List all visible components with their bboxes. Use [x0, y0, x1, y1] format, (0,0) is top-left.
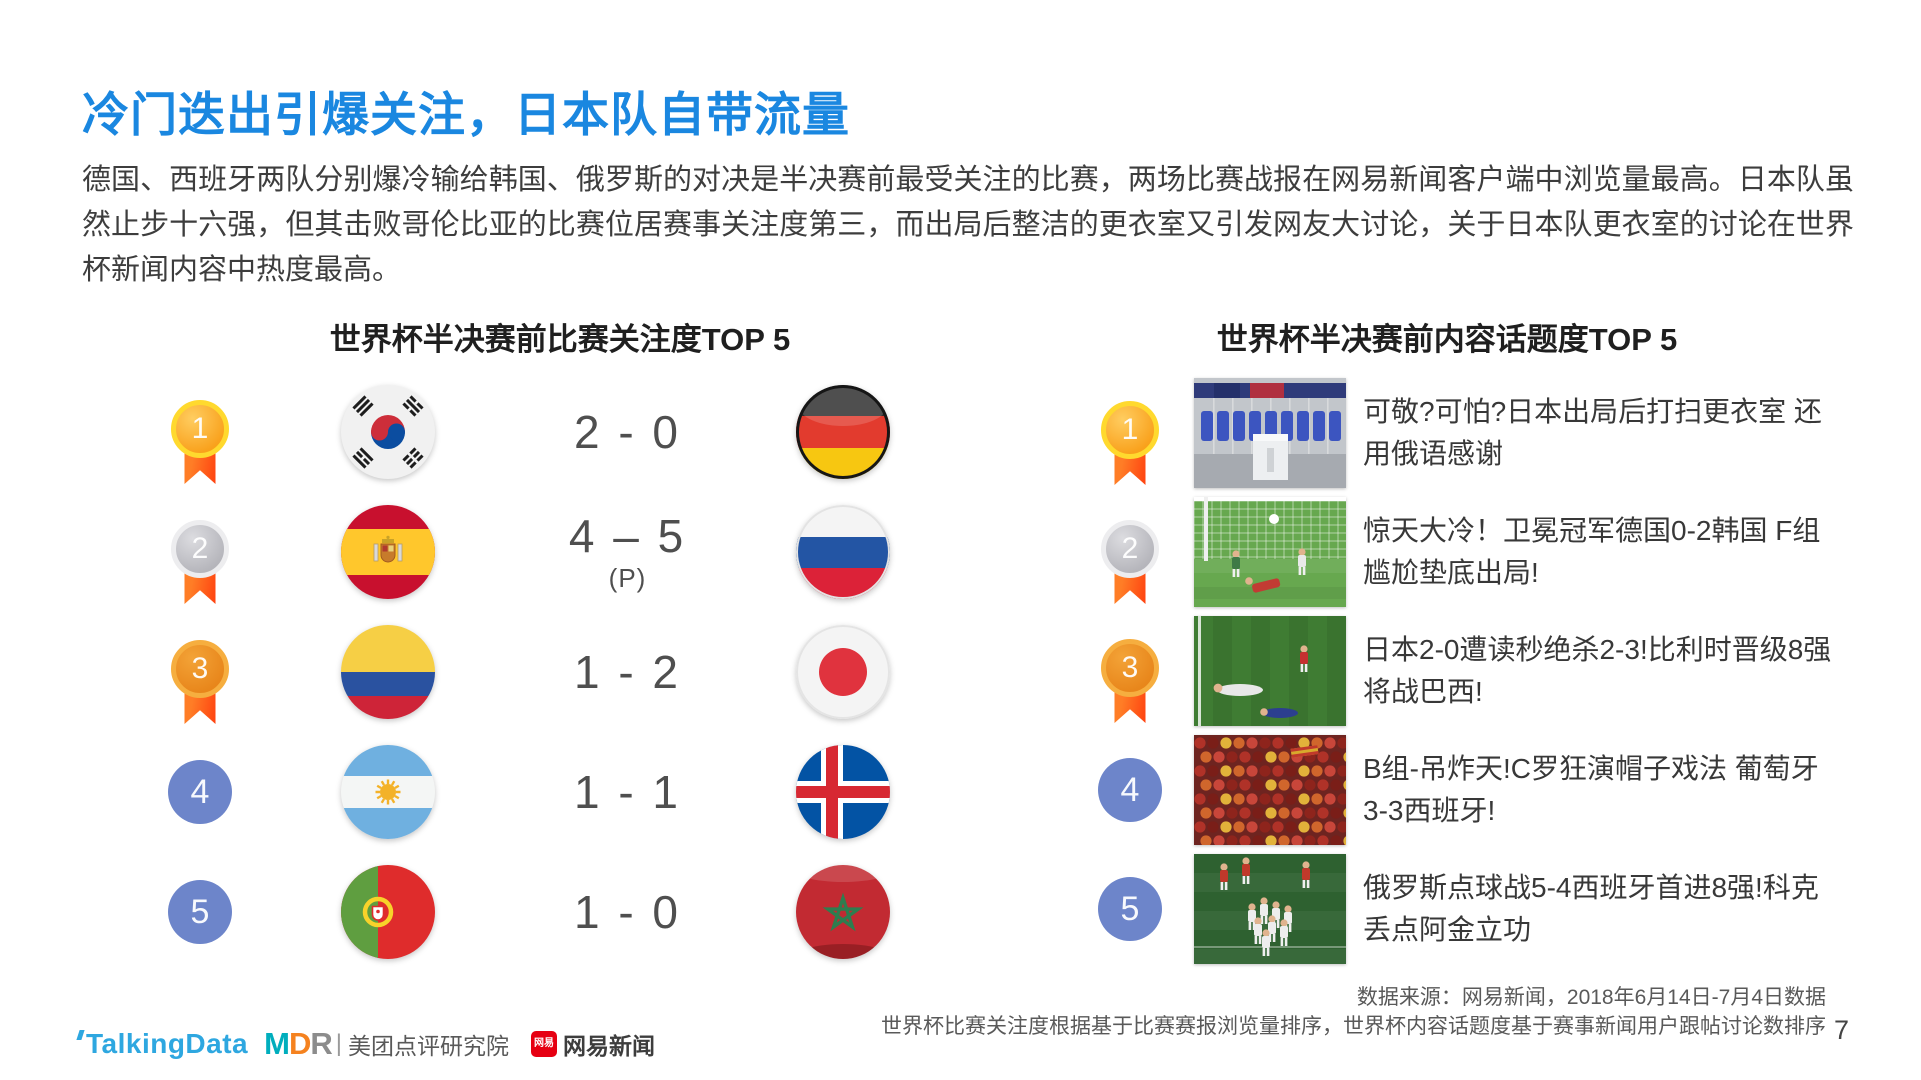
match-attention-ranking: 1 2 - 0 2 4 – 5 (P) 3 1 - 2 4 1 - 1 5 1 - 0 — [140, 372, 945, 972]
rank-number: 1 — [1121, 413, 1139, 446]
rank-2-medal-icon: 2 — [1101, 520, 1159, 610]
news-headline: 惊天大冷！卫冕冠军德国0-2韩国 F组尴尬垫底出局! — [1363, 515, 1821, 588]
match-score: 4 – 5 (P) — [569, 513, 686, 591]
thumbnail-belgium-japan-match-image — [1194, 616, 1346, 726]
rank-number: 5 — [1120, 890, 1140, 928]
rank-4-badge: 4 — [168, 760, 232, 824]
rank-number: 2 — [1121, 532, 1139, 565]
meituan-dianping-institute-logo: 美团点评研究院 — [347, 1033, 509, 1059]
match-score: 1 - 0 — [574, 889, 681, 935]
rank-1-medal-icon: 1 — [171, 400, 229, 490]
topic-list-item: 5 俄罗斯点球战5-4西班牙首进8强!科克丢点阿金立功 — [1098, 854, 1841, 964]
talkingdata-logo-text: TalkingData — [86, 1028, 249, 1059]
rank-4-badge: 4 — [1098, 758, 1162, 822]
rank-1-medal-icon: 1 — [1101, 401, 1159, 491]
thumbnail-russia-spain-penalties-image — [1194, 854, 1346, 964]
rank-2-medal-icon: 2 — [171, 520, 229, 610]
flag-morocco-icon — [795, 865, 890, 959]
mdr-logo: MDR — [264, 1026, 333, 1062]
netease-logo-icon: 网易 — [530, 1031, 557, 1057]
score-value: 1 - 0 — [573, 886, 682, 938]
topic-list-item: 4 B组-吊炸天!C罗狂演帽子戏法 葡萄牙3-3西班牙! — [1098, 735, 1841, 845]
flag-russia-icon — [795, 505, 890, 599]
news-headline: 日本2-0遭读秒绝杀2-3!比利时晋级8强将战巴西! — [1363, 634, 1832, 707]
news-headline: B组-吊炸天!C罗狂演帽子戏法 葡萄牙3-3西班牙! — [1363, 753, 1819, 826]
data-source-line1: 数据来源：网易新闻，2018年6月14日-7月4日数据 — [1356, 986, 1826, 1009]
score-value: 1 - 2 — [573, 646, 682, 698]
rank-3-medal-icon: 3 — [171, 640, 229, 730]
logo-bar: TalkingData MDR | 美团点评研究院 网易 网易新闻 — [76, 1026, 655, 1062]
data-source-line2: 世界杯比赛关注度根据基于比赛赛报浏览量排序，世界杯内容话题度基于赛事新闻用户跟帖… — [881, 1015, 1826, 1038]
right-panel-title: 世界杯半决赛前内容话题度TOP 5 — [1216, 322, 1678, 357]
rank-number: 2 — [191, 532, 209, 565]
match-score: 2 - 0 — [574, 409, 681, 455]
rank-number: 3 — [1121, 651, 1139, 684]
mdr-letter: R — [310, 1026, 332, 1061]
score-value: 4 – 5 — [568, 510, 687, 562]
thumbnail-portugal-spain-fans-image — [1194, 735, 1346, 845]
match-score: 1 - 2 — [574, 649, 681, 695]
mdr-letter: D — [288, 1026, 311, 1061]
flag-japan-icon — [795, 625, 890, 719]
flag-south-korea-icon — [340, 385, 435, 479]
flag-colombia-icon — [340, 625, 435, 719]
flag-argentina-icon — [340, 745, 435, 839]
score-value: 1 - 1 — [573, 766, 682, 818]
rank-number: 5 — [190, 893, 210, 931]
topic-list-item: 1 可敬?可怕?日本出局后打扫更衣室 还用俄语感谢 — [1098, 378, 1841, 488]
talkingdata-tick-icon — [76, 1030, 85, 1040]
rank-number: 3 — [191, 652, 209, 685]
thumbnail-germany-korea-goal-image — [1194, 497, 1346, 607]
rank-number: 4 — [190, 773, 210, 811]
page-title: 冷门迭出引爆关注，日本队自带流量 — [82, 88, 850, 141]
logo-divider: | — [335, 1030, 342, 1057]
flag-germany-icon — [795, 385, 890, 479]
rank-5-badge: 5 — [1098, 877, 1162, 941]
news-headline: 可敬?可怕?日本出局后打扫更衣室 还用俄语感谢 — [1363, 396, 1822, 469]
rank-3-medal-icon: 3 — [1101, 639, 1159, 729]
score-value: 2 - 0 — [573, 406, 682, 458]
flag-spain-icon — [340, 505, 435, 599]
talkingdata-logo: TalkingData — [76, 1028, 249, 1060]
topic-list-item: 3 日本2-0遭读秒绝杀2-3!比利时晋级8强将战巴西! — [1098, 616, 1841, 726]
match-score: 1 - 1 — [574, 769, 681, 815]
rank-number: 1 — [191, 412, 209, 445]
rank-number: 4 — [1120, 771, 1140, 809]
score-note: (P) — [608, 563, 647, 593]
news-headline: 俄罗斯点球战5-4西班牙首进8强!科克丢点阿金立功 — [1363, 872, 1819, 945]
thumbnail-japan-locker-room-image — [1194, 378, 1346, 488]
data-source-note: 数据来源：网易新闻，2018年6月14日-7月4日数据 世界杯比赛关注度根据基于… — [881, 983, 1826, 1041]
netease-news-logo-text: 网易新闻 — [562, 1033, 655, 1059]
left-panel-title: 世界杯半决赛前比赛关注度TOP 5 — [329, 322, 791, 357]
flag-portugal-icon — [340, 865, 435, 959]
flag-iceland-icon — [795, 745, 890, 839]
mdr-letter: M — [264, 1026, 290, 1061]
rank-5-badge: 5 — [168, 880, 232, 944]
page-number: 7 — [1833, 1015, 1849, 1045]
content-topic-ranking: 1 可敬?可怕?日本出局后打扫更衣室 还用俄语感谢 2 惊天大冷！卫冕冠军德国0-2韩… — [1098, 378, 1841, 973]
intro-paragraph: 德国、西班牙两队分别爆冷输给韩国、俄罗斯的对决是半决赛前最受关注的比赛，两场比赛… — [82, 164, 1854, 286]
topic-list-item: 2 惊天大冷！卫冕冠军德国0-2韩国 F组尴尬垫底出局! — [1098, 497, 1841, 607]
